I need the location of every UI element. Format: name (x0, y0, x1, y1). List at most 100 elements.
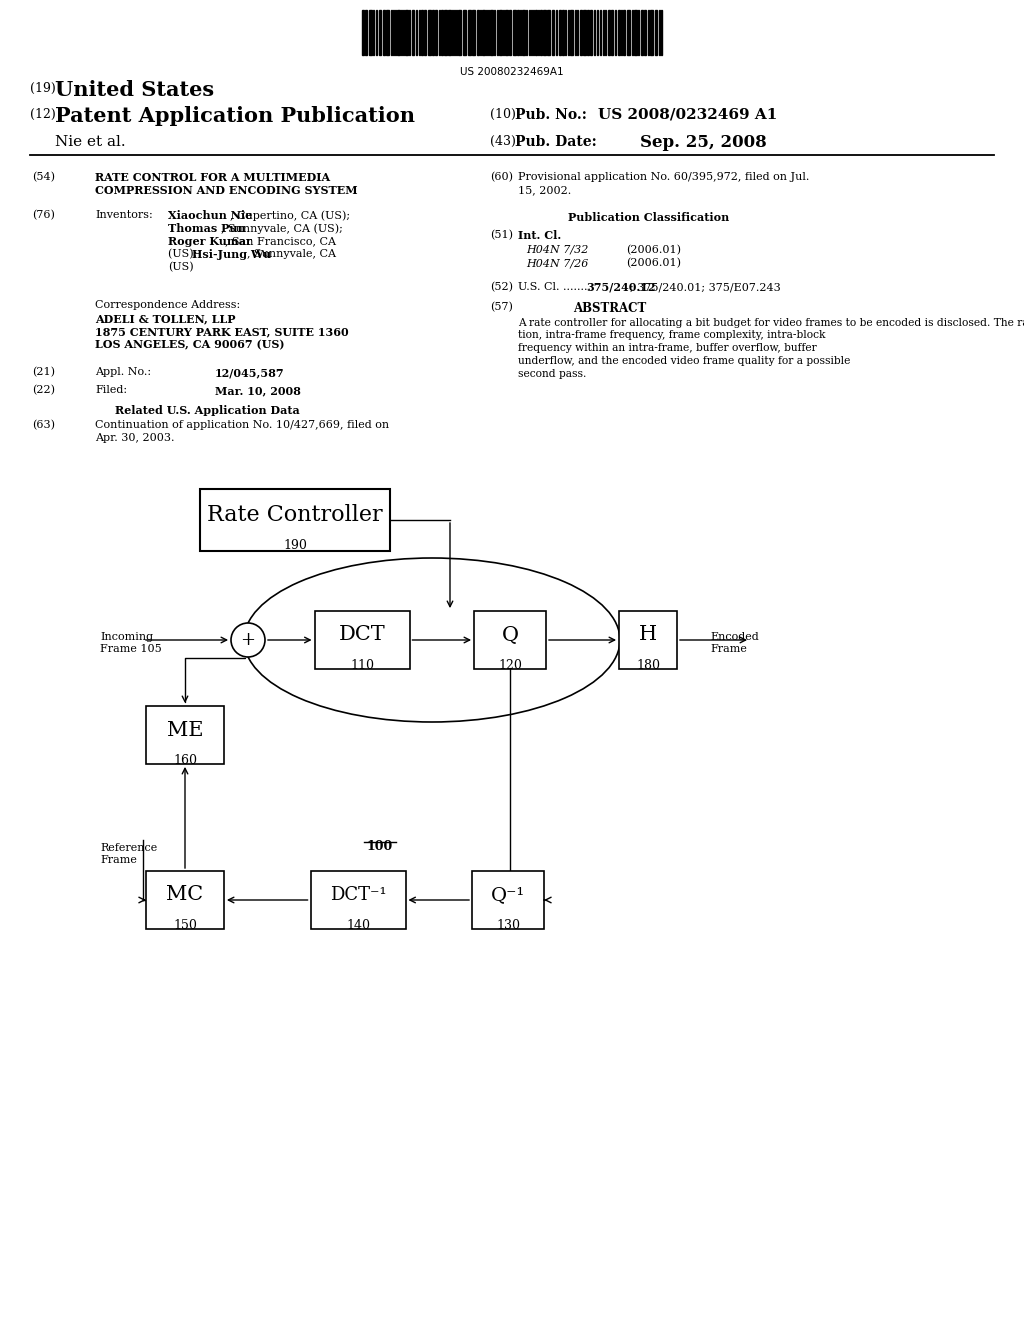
Text: 1875 CENTURY PARK EAST, SUITE 1360: 1875 CENTURY PARK EAST, SUITE 1360 (95, 326, 348, 337)
Bar (641, 11, 643, 55)
Text: ADELI & TOLLEN, LLP: ADELI & TOLLEN, LLP (95, 313, 236, 323)
Text: United States: United States (55, 81, 214, 100)
Text: 120: 120 (498, 659, 522, 672)
Bar (421, 11, 423, 55)
Bar (517, 11, 519, 55)
Text: Sep. 25, 2008: Sep. 25, 2008 (640, 135, 767, 150)
Bar (509, 11, 511, 55)
Bar (146, 871, 224, 929)
Text: 15, 2002.: 15, 2002. (518, 185, 571, 195)
Text: (2006.01): (2006.01) (626, 246, 681, 255)
Bar (200, 488, 390, 550)
Text: , Sunnyvale, CA (US);: , Sunnyvale, CA (US); (221, 223, 343, 234)
Text: COMPRESSION AND ENCODING SYSTEM: COMPRESSION AND ENCODING SYSTEM (95, 185, 357, 195)
Text: (21): (21) (32, 367, 55, 378)
Bar (432, 11, 434, 55)
Text: ; 375/240.01; 375/E07.243: ; 375/240.01; 375/E07.243 (630, 282, 780, 292)
Text: underflow, and the encoded video frame quality for a possible: underflow, and the encoded video frame q… (518, 356, 850, 366)
Text: Q⁻¹: Q⁻¹ (490, 886, 525, 904)
Text: LOS ANGELES, CA 90067 (US): LOS ANGELES, CA 90067 (US) (95, 339, 285, 350)
Text: Xiaochun Nie: Xiaochun Nie (168, 210, 252, 220)
Bar (468, 11, 471, 55)
Bar (369, 11, 372, 55)
Text: Nie et al.: Nie et al. (55, 135, 126, 149)
Text: 190: 190 (283, 539, 307, 552)
Text: (57): (57) (490, 302, 513, 313)
Text: Incoming: Incoming (100, 632, 154, 642)
Bar (570, 11, 573, 55)
Bar (559, 11, 561, 55)
Bar (590, 11, 592, 55)
Text: Apr. 30, 2003.: Apr. 30, 2003. (95, 433, 174, 444)
Text: Frame: Frame (710, 644, 746, 653)
Text: , San Francisco, CA: , San Francisco, CA (225, 236, 336, 246)
Text: Appl. No.:: Appl. No.: (95, 367, 152, 378)
Text: tion, intra-frame frequency, frame complexity, intra-block: tion, intra-frame frequency, frame compl… (518, 330, 825, 341)
Bar (611, 11, 613, 55)
Text: +: + (241, 631, 256, 649)
Bar (540, 11, 542, 55)
Bar (441, 11, 443, 55)
Bar (362, 11, 364, 55)
Bar (472, 11, 475, 55)
Text: (US): (US) (168, 261, 194, 272)
Text: Related U.S. Application Data: Related U.S. Application Data (115, 405, 300, 416)
Bar (428, 11, 431, 55)
Bar (627, 11, 630, 55)
Text: ABSTRACT: ABSTRACT (573, 302, 646, 315)
Text: (63): (63) (32, 420, 55, 430)
Text: ME: ME (167, 721, 203, 739)
Text: Provisional application No. 60/395,972, filed on Jul.: Provisional application No. 60/395,972, … (518, 172, 809, 182)
Text: Int. Cl.: Int. Cl. (518, 230, 561, 242)
Bar (513, 11, 516, 55)
Bar (463, 11, 466, 55)
Text: (12): (12) (30, 108, 55, 121)
Bar (449, 11, 451, 55)
Bar (535, 11, 537, 55)
Bar (435, 11, 437, 55)
Bar (458, 11, 461, 55)
Text: (US);: (US); (168, 249, 201, 259)
Text: Filed:: Filed: (95, 385, 127, 395)
Bar (650, 11, 653, 55)
Text: (22): (22) (32, 385, 55, 395)
Text: 12/045,587: 12/045,587 (215, 367, 285, 378)
Text: (52): (52) (490, 282, 513, 292)
Circle shape (231, 623, 265, 657)
Text: Patent Application Publication: Patent Application Publication (55, 106, 415, 125)
Text: Correspondence Address:: Correspondence Address: (95, 300, 241, 310)
Text: Encoded: Encoded (710, 632, 759, 642)
Text: H04N 7/26: H04N 7/26 (526, 257, 589, 268)
Bar (580, 11, 582, 55)
Bar (386, 11, 389, 55)
Bar (424, 11, 426, 55)
Bar (552, 11, 554, 55)
Bar (623, 11, 625, 55)
Bar (310, 871, 406, 929)
Text: (76): (76) (32, 210, 55, 220)
Text: A rate controller for allocating a bit budget for video frames to be encoded is : A rate controller for allocating a bit b… (518, 317, 1024, 327)
Bar (634, 11, 637, 55)
Text: , Sunnyvale, CA: , Sunnyvale, CA (247, 249, 336, 259)
Text: 110: 110 (350, 659, 374, 672)
Bar (490, 11, 493, 55)
Ellipse shape (244, 558, 620, 722)
Text: 375/240.12: 375/240.12 (586, 282, 655, 293)
Bar (477, 11, 479, 55)
Text: U.S. Cl. ........: U.S. Cl. ........ (518, 282, 595, 292)
Text: US 2008/0232469 A1: US 2008/0232469 A1 (598, 107, 777, 121)
Text: H: H (639, 626, 657, 644)
Text: Pub. No.:: Pub. No.: (515, 108, 587, 121)
Text: (2006.01): (2006.01) (626, 257, 681, 268)
Bar (547, 11, 550, 55)
Text: Rate Controller: Rate Controller (207, 504, 383, 525)
Text: (19): (19) (30, 82, 55, 95)
Text: DCT: DCT (339, 626, 385, 644)
Bar (543, 11, 546, 55)
Text: 180: 180 (636, 659, 660, 672)
Bar (608, 11, 610, 55)
Bar (146, 706, 224, 764)
Text: Reference: Reference (100, 843, 158, 853)
Text: 150: 150 (173, 919, 197, 932)
Text: (51): (51) (490, 230, 513, 240)
